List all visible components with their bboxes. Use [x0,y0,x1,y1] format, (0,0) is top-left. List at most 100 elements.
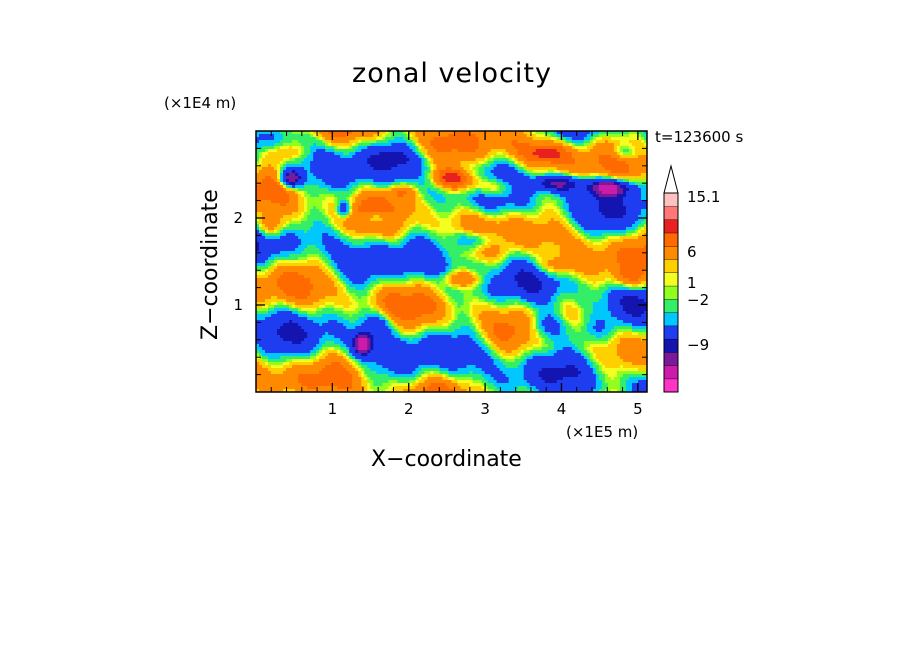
field-cell [562,215,567,219]
field-cell [604,167,609,171]
field-cell [298,131,302,135]
field-cell [541,140,546,144]
field-cell [307,188,311,192]
field-cell [619,149,624,153]
field-cell [307,152,311,156]
field-cell [634,227,639,231]
field-cell [328,131,332,135]
field-cell [598,197,603,201]
field-cell [541,176,546,180]
field-cell [631,215,636,219]
field-cell [409,155,413,159]
field-cell [265,143,269,147]
field-cell [628,218,633,222]
field-cell [625,224,630,228]
field-cell [610,140,615,144]
field-cell [535,185,540,189]
field-cell [427,134,432,138]
field-cell [430,215,435,219]
field-cell [307,191,311,195]
field-cell [385,131,389,135]
field-cell [481,155,486,159]
field-cell [421,212,426,216]
field-cell [631,155,636,159]
field-cell [598,230,603,234]
field-cell [328,215,332,219]
field-cell [415,239,420,243]
field-cell [427,191,432,195]
field-cell [601,134,606,138]
field-cell [433,131,438,135]
field-cell [277,221,281,225]
field-cell [463,197,468,201]
field-cell [574,155,579,159]
field-cell [502,149,507,153]
field-cell [637,197,642,201]
field-cell [595,227,600,231]
field-cell [298,140,302,144]
field-cell [421,215,426,219]
field-cell [412,233,417,237]
field-cell [622,236,627,240]
field-cell [577,146,582,150]
field-cell [568,137,573,141]
field-cell [358,146,362,150]
field-cell [448,188,453,192]
field-cell [262,182,266,186]
field-cell [430,170,435,174]
field-cell [487,134,492,138]
field-cell [361,224,365,228]
field-cell [457,167,462,171]
field-cell [316,146,320,150]
field-cell [460,182,465,186]
field-cell [337,215,341,219]
field-cell [556,236,561,240]
field-cell [466,233,471,237]
field-cell [565,221,570,225]
field-cell [349,146,353,150]
field-cell [619,236,624,240]
field-cell [340,221,344,225]
field-cell [298,146,302,150]
field-cell [589,221,594,225]
field-cell [613,215,618,219]
field-cell [499,176,504,180]
field-cell [322,227,326,231]
field-cell [424,212,429,216]
field-cell [508,191,513,195]
field-cell [298,155,302,159]
field-cell [319,131,323,135]
field-cell [337,182,341,186]
field-cell [415,140,420,144]
field-cell [367,179,371,183]
field-cell [325,227,329,231]
field-cell [328,158,332,162]
field-cell [307,245,311,249]
field-cell [418,206,423,210]
field-cell [571,137,576,141]
field-cell [298,167,302,171]
field-cell [292,167,296,171]
field-cell [397,215,401,219]
field-cell [607,167,612,171]
field-cell [598,227,603,231]
field-cell [301,170,305,174]
field-cell [334,155,338,159]
field-cell [427,158,432,162]
field-cell [565,203,570,207]
field-cell [355,239,359,243]
field-cell [535,161,540,165]
field-cell [277,143,281,147]
field-cell [634,233,639,237]
field-cell [451,230,456,234]
field-cell [559,149,564,153]
field-cell [499,230,504,234]
field-cell [298,227,302,231]
field-cell [496,203,501,207]
field-cell [448,209,453,213]
field-cell [463,149,468,153]
field-cell [538,137,543,141]
field-cell [274,188,278,192]
field-cell [529,203,534,207]
field-cell [418,146,423,150]
